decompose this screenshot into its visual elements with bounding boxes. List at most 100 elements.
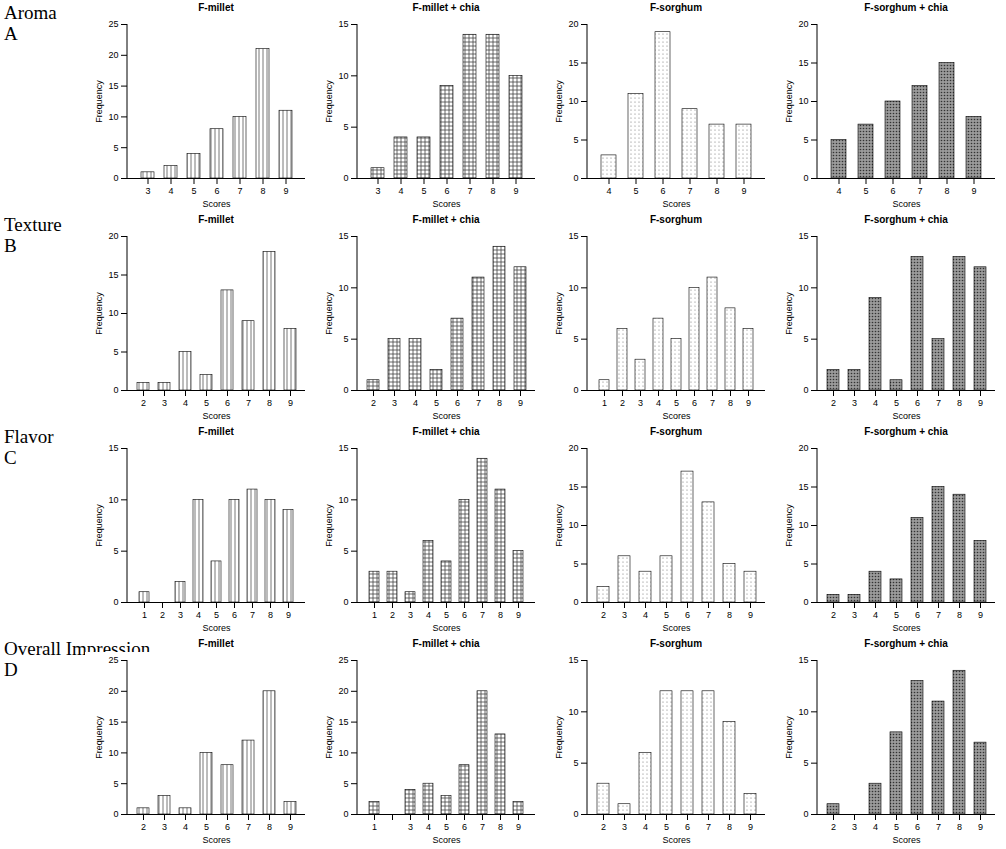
svg-text:6: 6 bbox=[890, 186, 895, 196]
svg-text:8: 8 bbox=[727, 610, 732, 620]
svg-text:5: 5 bbox=[573, 758, 578, 768]
svg-text:4: 4 bbox=[873, 822, 878, 832]
svg-text:7: 7 bbox=[480, 822, 485, 832]
svg-text:8: 8 bbox=[957, 822, 962, 832]
svg-text:15: 15 bbox=[338, 443, 348, 453]
svg-text:Frequency: Frequency bbox=[554, 80, 564, 123]
svg-text:5: 5 bbox=[444, 822, 449, 832]
svg-text:0: 0 bbox=[113, 809, 118, 819]
svg-text:4: 4 bbox=[656, 398, 661, 408]
svg-text:7: 7 bbox=[936, 610, 941, 620]
svg-text:8: 8 bbox=[727, 822, 732, 832]
svg-text:5: 5 bbox=[343, 779, 348, 789]
svg-text:0: 0 bbox=[573, 385, 578, 395]
svg-text:3: 3 bbox=[852, 822, 857, 832]
svg-text:5: 5 bbox=[204, 398, 209, 408]
svg-text:2: 2 bbox=[141, 398, 146, 408]
svg-text:9: 9 bbox=[978, 822, 983, 832]
svg-text:Scores: Scores bbox=[892, 199, 921, 209]
svg-text:7: 7 bbox=[246, 398, 251, 408]
svg-text:8: 8 bbox=[268, 610, 273, 620]
svg-text:Frequency: Frequency bbox=[324, 292, 334, 335]
svg-text:10: 10 bbox=[338, 283, 348, 293]
svg-text:9: 9 bbox=[283, 186, 288, 196]
svg-text:5: 5 bbox=[191, 186, 196, 196]
svg-text:15: 15 bbox=[568, 58, 578, 68]
svg-text:7: 7 bbox=[706, 610, 711, 620]
svg-text:4: 4 bbox=[168, 186, 173, 196]
svg-text:5: 5 bbox=[573, 135, 578, 145]
svg-text:Scores: Scores bbox=[892, 411, 921, 421]
svg-text:4: 4 bbox=[183, 398, 188, 408]
svg-text:9: 9 bbox=[516, 610, 521, 620]
svg-text:Frequency: Frequency bbox=[554, 292, 564, 335]
svg-text:9: 9 bbox=[513, 186, 518, 196]
svg-text:Scores: Scores bbox=[202, 199, 231, 209]
svg-text:15: 15 bbox=[568, 482, 578, 492]
svg-text:4: 4 bbox=[413, 398, 418, 408]
svg-text:5: 5 bbox=[434, 398, 439, 408]
svg-text:9: 9 bbox=[978, 398, 983, 408]
svg-text:4: 4 bbox=[873, 398, 878, 408]
svg-text:20: 20 bbox=[568, 443, 578, 453]
svg-text:5: 5 bbox=[113, 347, 118, 357]
svg-text:15: 15 bbox=[798, 58, 808, 68]
svg-text:9: 9 bbox=[746, 398, 751, 408]
svg-text:Scores: Scores bbox=[202, 411, 231, 421]
svg-text:2: 2 bbox=[601, 610, 606, 620]
svg-text:10: 10 bbox=[338, 71, 348, 81]
svg-text:2: 2 bbox=[371, 398, 376, 408]
svg-text:4: 4 bbox=[426, 822, 431, 832]
svg-text:Scores: Scores bbox=[662, 835, 691, 845]
svg-text:7: 7 bbox=[237, 186, 242, 196]
svg-text:2: 2 bbox=[831, 398, 836, 408]
svg-text:7: 7 bbox=[467, 186, 472, 196]
svg-text:3: 3 bbox=[178, 610, 183, 620]
svg-text:15: 15 bbox=[798, 655, 808, 665]
svg-text:10: 10 bbox=[568, 283, 578, 293]
svg-text:3: 3 bbox=[392, 398, 397, 408]
svg-text:3: 3 bbox=[852, 398, 857, 408]
svg-text:15: 15 bbox=[338, 19, 348, 29]
svg-text:15: 15 bbox=[108, 270, 118, 280]
svg-text:10: 10 bbox=[798, 283, 808, 293]
svg-text:Scores: Scores bbox=[432, 835, 461, 845]
svg-text:Frequency: Frequency bbox=[94, 716, 104, 759]
svg-text:5: 5 bbox=[113, 779, 118, 789]
svg-text:10: 10 bbox=[338, 495, 348, 505]
svg-text:Frequency: Frequency bbox=[94, 292, 104, 335]
svg-text:0: 0 bbox=[573, 173, 578, 183]
svg-text:10: 10 bbox=[568, 520, 578, 530]
svg-text:10: 10 bbox=[108, 112, 118, 122]
svg-text:6: 6 bbox=[915, 610, 920, 620]
svg-text:4: 4 bbox=[643, 822, 648, 832]
svg-text:6: 6 bbox=[214, 186, 219, 196]
svg-text:0: 0 bbox=[343, 173, 348, 183]
svg-text:15: 15 bbox=[568, 231, 578, 241]
svg-text:0: 0 bbox=[573, 597, 578, 607]
svg-text:5: 5 bbox=[444, 610, 449, 620]
svg-text:0: 0 bbox=[113, 597, 118, 607]
svg-text:10: 10 bbox=[798, 96, 808, 106]
svg-text:9: 9 bbox=[748, 610, 753, 620]
svg-text:0: 0 bbox=[803, 173, 808, 183]
svg-text:6: 6 bbox=[462, 822, 467, 832]
svg-text:6: 6 bbox=[660, 186, 665, 196]
svg-text:9: 9 bbox=[286, 610, 291, 620]
svg-text:6: 6 bbox=[915, 398, 920, 408]
svg-text:0: 0 bbox=[343, 385, 348, 395]
svg-text:7: 7 bbox=[246, 822, 251, 832]
svg-text:4: 4 bbox=[643, 610, 648, 620]
svg-text:9: 9 bbox=[518, 398, 523, 408]
svg-text:5: 5 bbox=[633, 186, 638, 196]
svg-text:5: 5 bbox=[573, 559, 578, 569]
svg-text:6: 6 bbox=[225, 398, 230, 408]
svg-text:5: 5 bbox=[343, 546, 348, 556]
svg-text:Frequency: Frequency bbox=[784, 504, 794, 547]
svg-text:3: 3 bbox=[622, 610, 627, 620]
svg-text:Frequency: Frequency bbox=[94, 80, 104, 123]
svg-text:10: 10 bbox=[108, 308, 118, 318]
svg-text:15: 15 bbox=[108, 81, 118, 91]
svg-text:5: 5 bbox=[803, 334, 808, 344]
svg-text:10: 10 bbox=[338, 748, 348, 758]
